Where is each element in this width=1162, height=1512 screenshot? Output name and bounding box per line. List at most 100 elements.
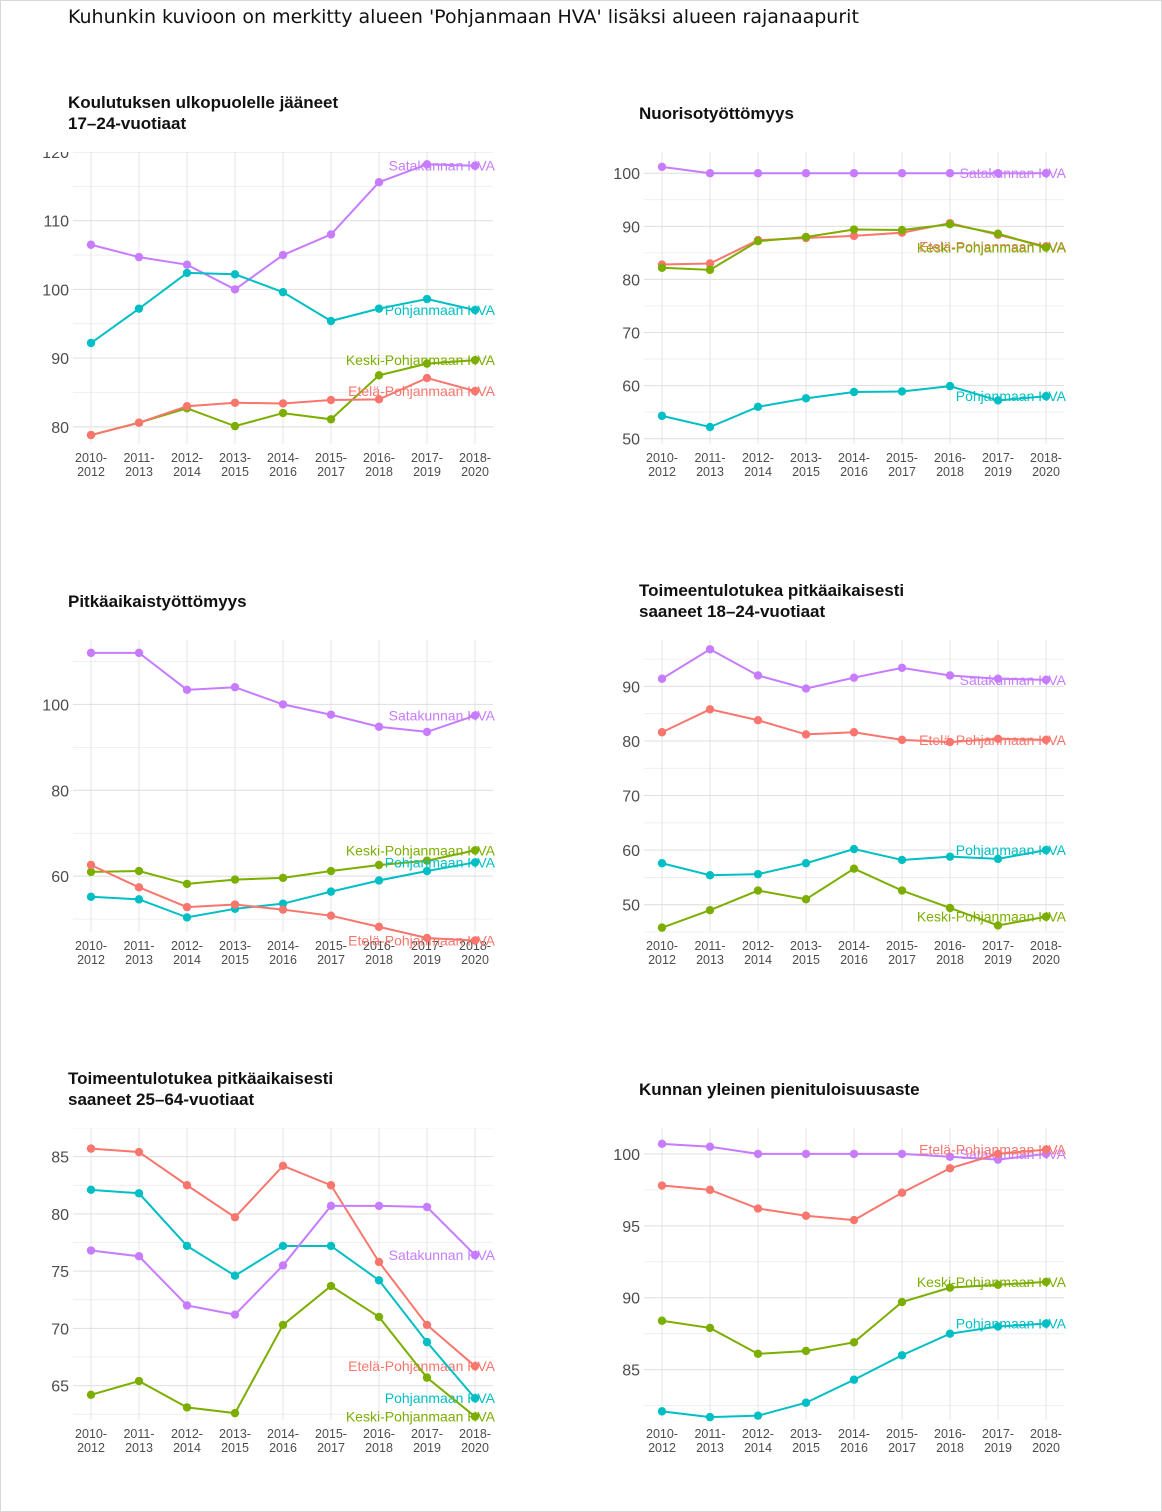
data-point [182, 1403, 192, 1412]
data-point [182, 685, 192, 695]
data-point [182, 260, 192, 269]
y-tick-label: 50 [622, 898, 640, 915]
series-label: Satakunnan HVA [960, 165, 1067, 181]
data-point [993, 854, 1003, 864]
x-tick-label: 2011- [694, 1427, 725, 1441]
x-tick-label: 2016- [934, 451, 966, 465]
x-tick-label: 2020 [1032, 953, 1060, 967]
y-tick-label: 90 [622, 679, 640, 696]
data-point [753, 402, 763, 412]
series-label: Etelä-Pohjanmaan HVA [919, 1142, 1066, 1158]
data-point [230, 1310, 240, 1319]
x-tick-label: 2019 [413, 953, 441, 967]
x-tick-label: 2011- [123, 451, 154, 465]
data-point [945, 381, 955, 391]
chart-title: Toimeentulotukea pitkäaikaisesti saaneet … [639, 580, 904, 622]
data-point [374, 722, 384, 731]
data-point [278, 287, 288, 297]
data-point [657, 1139, 667, 1149]
data-point [374, 1276, 384, 1285]
x-tick-label: 2013 [125, 465, 153, 479]
data-point [470, 1412, 480, 1421]
data-point [657, 162, 667, 172]
series-label: Keski-Pohjanmaan HVA [917, 909, 1067, 925]
y-tick-label: 100 [613, 166, 640, 183]
data-point [422, 160, 432, 169]
x-tick-label: 2018- [1030, 939, 1062, 953]
x-tick-label: 2018 [936, 465, 964, 479]
data-point [470, 1361, 480, 1371]
main-title: Kuhunkin kuvioon on merkitty alueen 'Poh… [68, 6, 859, 28]
data-point [657, 728, 667, 737]
data-point [470, 858, 480, 867]
data-point [374, 304, 384, 313]
x-tick-label: 2013 [125, 1441, 153, 1455]
data-point [993, 674, 1003, 683]
data-point [705, 1185, 715, 1195]
y-tick-label: 85 [51, 1150, 69, 1167]
data-point [470, 355, 480, 365]
y-tick-label: 80 [622, 272, 640, 289]
x-tick-label: 2016 [840, 465, 868, 479]
x-tick-label: 2012- [171, 1427, 203, 1441]
data-point [86, 1390, 96, 1400]
data-point [705, 905, 715, 915]
x-tick-label: 2012- [742, 1427, 774, 1441]
x-tick-label: 2013- [219, 1427, 251, 1441]
data-point [326, 866, 336, 876]
data-point [993, 396, 1003, 405]
y-tick-label: 100 [42, 282, 69, 299]
x-tick-label: 2010- [646, 1427, 678, 1441]
x-tick-label: 2014 [744, 465, 772, 479]
x-tick-label: 2011- [694, 451, 725, 465]
x-tick-label: 2015 [221, 1441, 249, 1455]
x-tick-label: 2016 [840, 1441, 868, 1455]
x-tick-label: 2017 [888, 465, 916, 479]
data-point [230, 398, 240, 407]
data-point [1041, 845, 1051, 855]
x-tick-label: 2014- [838, 451, 870, 465]
data-point [945, 1329, 955, 1338]
x-tick-label: 2016 [269, 1441, 297, 1455]
data-point [326, 911, 336, 920]
data-point [945, 169, 955, 178]
data-point [326, 316, 336, 326]
data-point [705, 1412, 715, 1422]
data-point [753, 869, 763, 879]
x-tick-label: 2018- [459, 1427, 491, 1441]
data-point [849, 844, 859, 854]
data-point [326, 1201, 336, 1211]
data-point [753, 1411, 763, 1420]
data-point [422, 933, 432, 943]
x-tick-label: 2011- [123, 1427, 154, 1441]
x-tick-label: 2017- [982, 451, 1014, 465]
series-label: Satakunnan HVA [389, 708, 496, 724]
y-tick-label: 90 [622, 1291, 640, 1308]
chart-svg: 65 70 75 80 85 2010-2012 2011-2013 2012-2014 201… [51, 1128, 496, 1455]
x-tick-label: 2013 [696, 1441, 724, 1455]
x-tick-label: 2012- [171, 451, 203, 465]
data-point [230, 875, 240, 884]
x-tick-label: 2018- [1030, 1427, 1062, 1441]
data-point [326, 415, 336, 424]
x-tick-label: 2010- [75, 939, 107, 953]
data-point [374, 922, 384, 932]
x-tick-label: 2010- [75, 451, 107, 465]
data-point [182, 913, 192, 922]
data-point [705, 1323, 715, 1333]
x-tick-label: 2012 [77, 953, 105, 967]
x-tick-label: 2020 [461, 1441, 489, 1455]
y-tick-label: 70 [622, 326, 640, 343]
chart-title-line: 17–24-vuotiaat [68, 114, 187, 133]
data-point [897, 1188, 907, 1197]
data-point [657, 1316, 667, 1325]
y-tick-label: 95 [622, 1219, 640, 1236]
x-tick-label: 2019 [984, 465, 1012, 479]
data-point [849, 225, 859, 234]
data-point [801, 1211, 811, 1220]
y-tick-label: 120 [42, 152, 69, 162]
x-tick-label: 2013- [790, 1427, 822, 1441]
x-tick-label: 2011- [123, 939, 154, 953]
y-tick-label: 100 [42, 697, 69, 714]
data-point [705, 1142, 715, 1151]
